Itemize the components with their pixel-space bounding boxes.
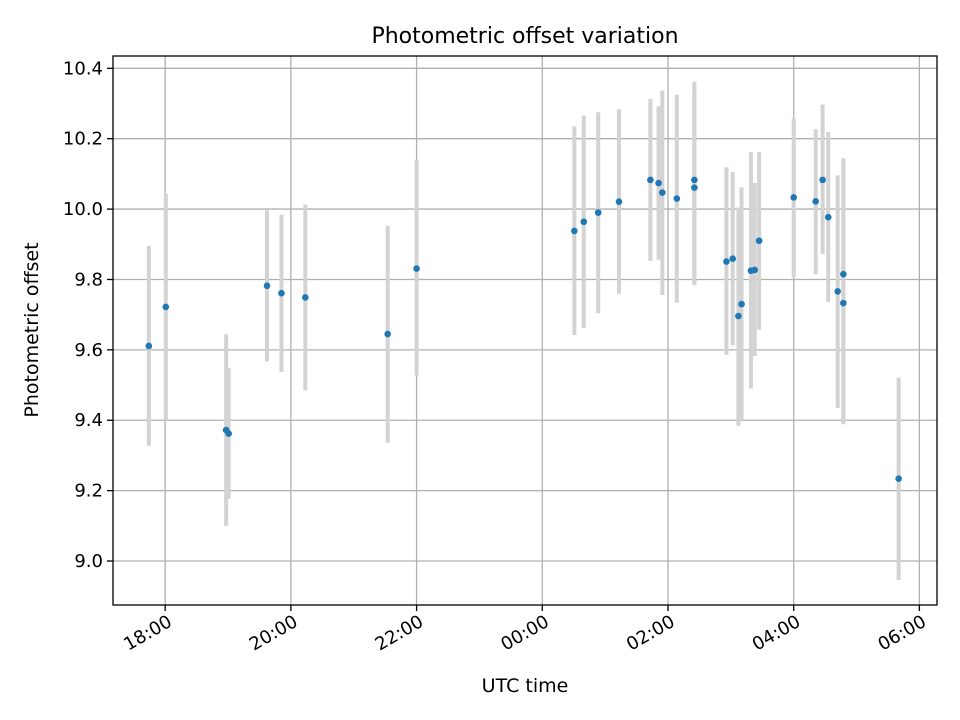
y-tick-label: 10.4 bbox=[63, 58, 103, 79]
data-point bbox=[729, 255, 737, 263]
y-tick-label: 9.0 bbox=[74, 551, 103, 572]
data-point bbox=[812, 198, 819, 205]
data-point bbox=[594, 209, 602, 216]
y-axis-ticks: 9.0 9.2 9.4 9.6 9.8 10.0 10.2 10.4 bbox=[63, 58, 113, 572]
data-point bbox=[302, 294, 309, 301]
y-tick-label: 9.2 bbox=[74, 481, 103, 502]
data-point bbox=[278, 289, 285, 297]
data-points bbox=[145, 176, 902, 482]
y-tick-label: 9.6 bbox=[74, 340, 103, 361]
y-axis-label: Photometric offset bbox=[21, 242, 43, 417]
data-point bbox=[895, 475, 902, 482]
data-point bbox=[580, 218, 588, 226]
data-point bbox=[834, 288, 841, 295]
data-point bbox=[755, 237, 763, 245]
data-point bbox=[413, 265, 420, 272]
data-point bbox=[691, 176, 698, 184]
data-point bbox=[840, 299, 847, 307]
data-point bbox=[723, 258, 730, 265]
y-tick-label: 10.0 bbox=[63, 199, 103, 220]
data-point bbox=[263, 282, 271, 290]
data-point bbox=[840, 270, 847, 278]
y-tick-label: 9.8 bbox=[74, 269, 103, 290]
data-point bbox=[162, 303, 170, 311]
chart-title: Photometric offset variation bbox=[371, 24, 678, 49]
data-point bbox=[673, 195, 681, 202]
data-point bbox=[738, 300, 745, 308]
data-point bbox=[659, 189, 666, 196]
data-point bbox=[790, 194, 797, 201]
data-point bbox=[615, 198, 623, 205]
data-point bbox=[384, 330, 391, 338]
data-point bbox=[819, 176, 826, 184]
plot-frame bbox=[112, 55, 938, 606]
y-tick-label: 10.2 bbox=[63, 129, 103, 150]
data-point bbox=[691, 184, 698, 191]
data-point bbox=[225, 430, 232, 437]
data-point bbox=[824, 213, 832, 221]
data-point bbox=[647, 176, 654, 184]
data-point bbox=[751, 266, 759, 274]
data-point bbox=[735, 312, 742, 320]
data-point bbox=[655, 179, 662, 187]
x-axis-label: UTC time bbox=[482, 675, 569, 697]
data-point bbox=[145, 342, 153, 350]
y-tick-label: 9.4 bbox=[74, 410, 103, 431]
data-point bbox=[571, 227, 578, 235]
